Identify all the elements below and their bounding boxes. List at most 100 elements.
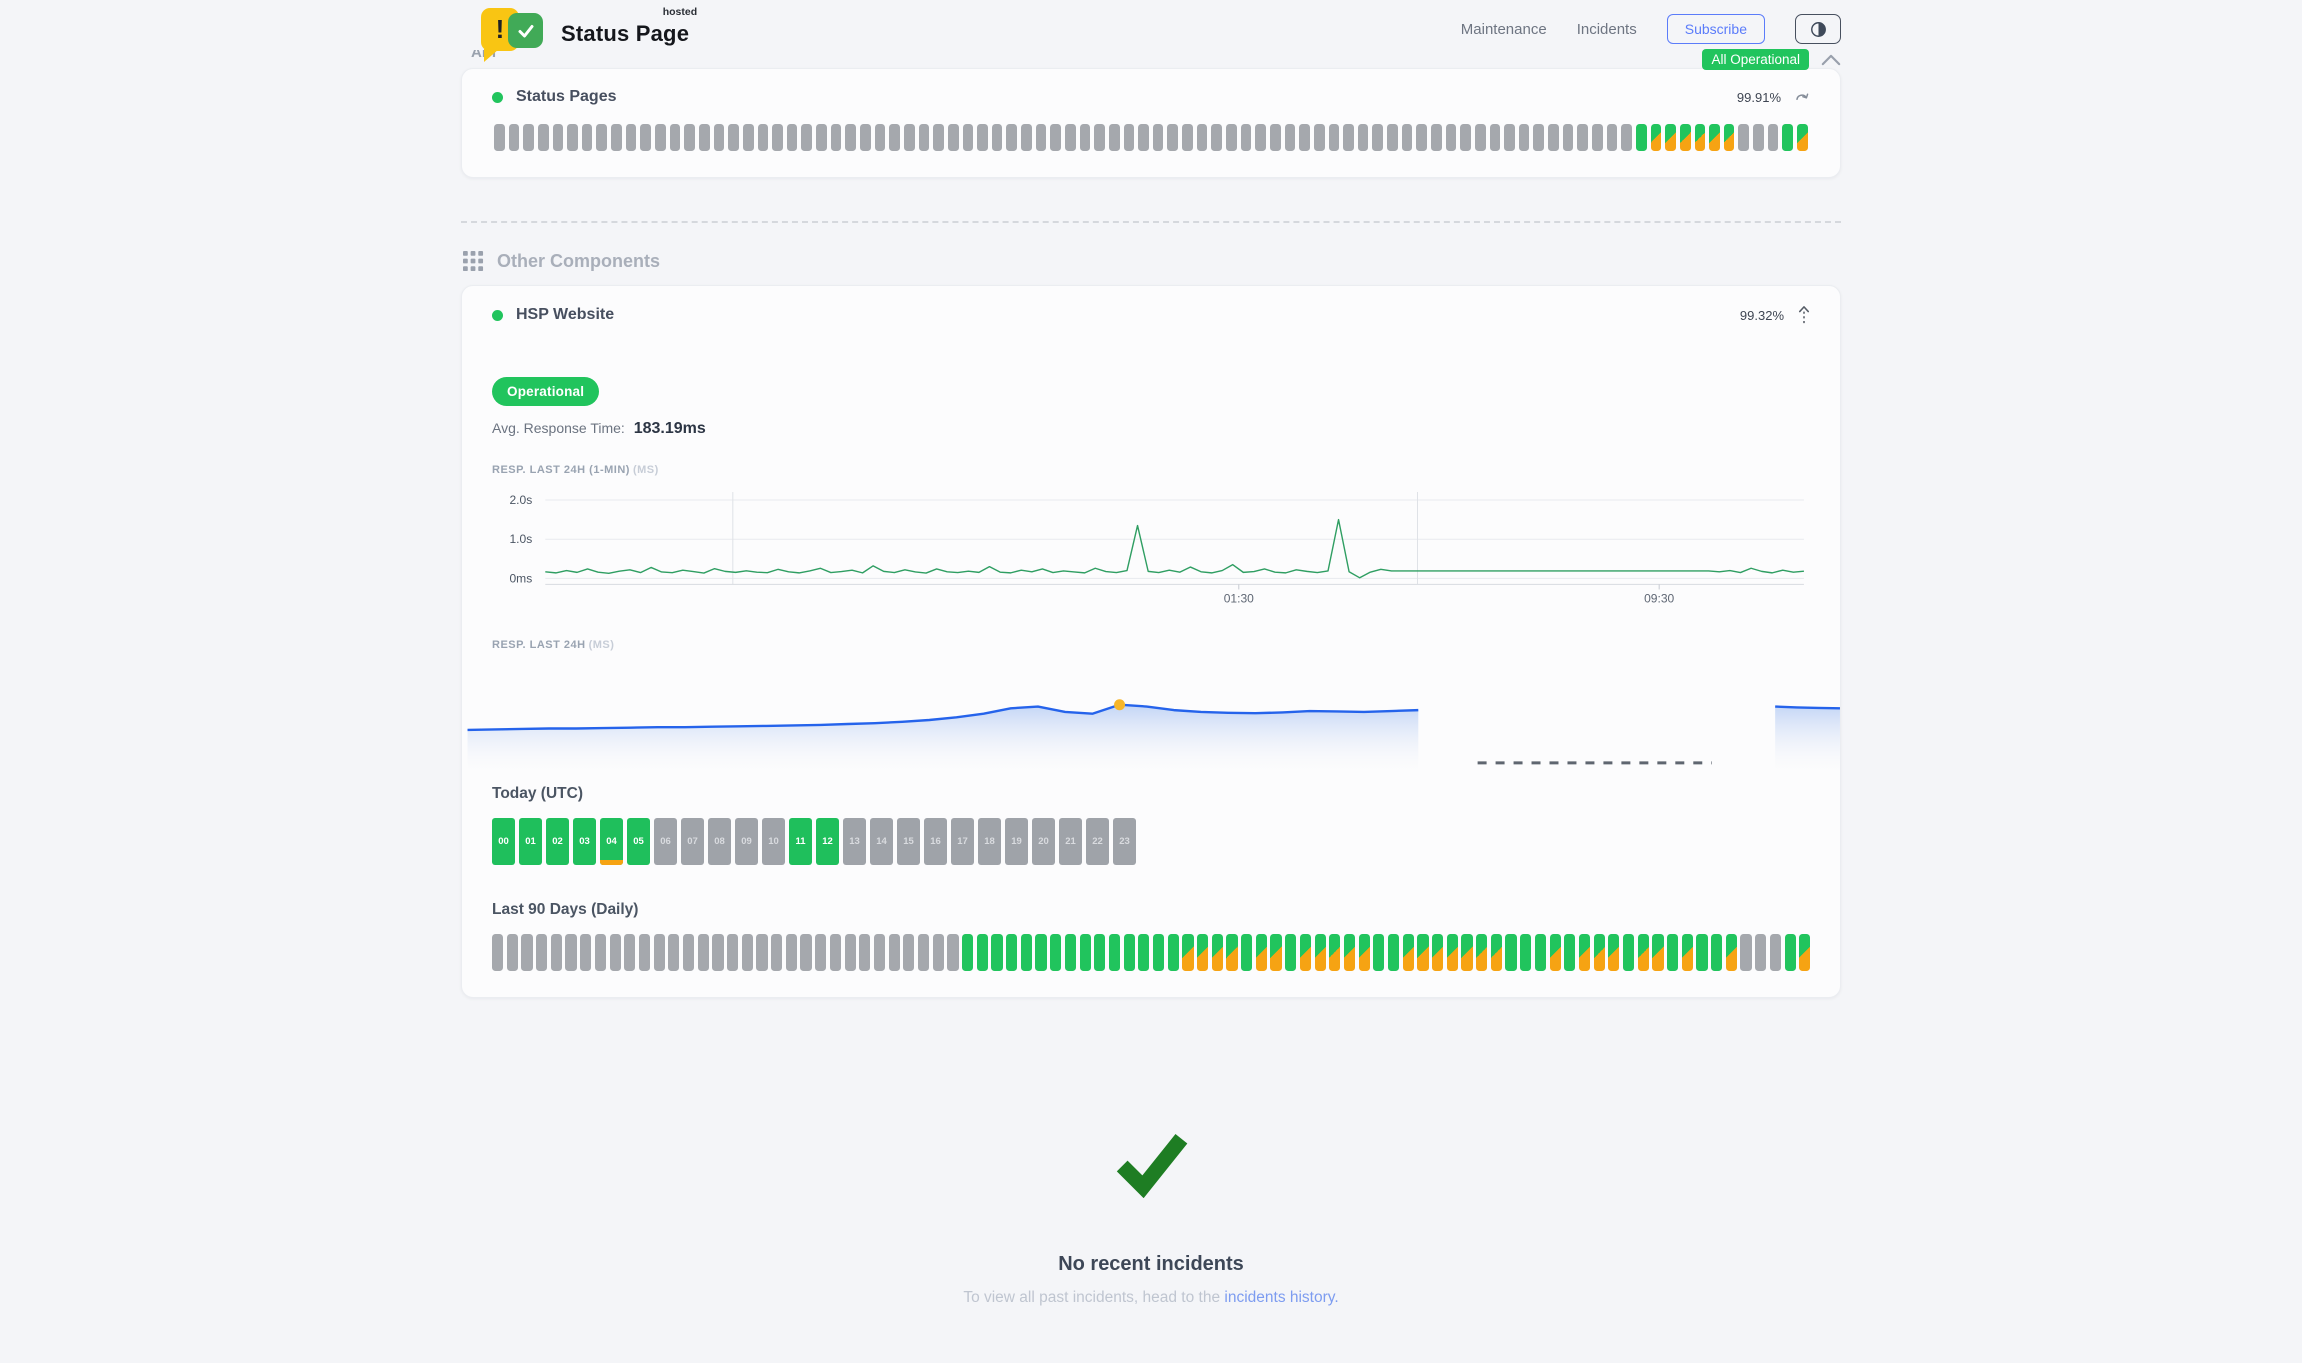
daily-uptime-bar[interactable] [506, 934, 518, 972]
hour-block-21[interactable]: 21 [1059, 818, 1082, 866]
uptime-bar[interactable] [1152, 124, 1164, 151]
hour-block-09[interactable]: 09 [735, 818, 758, 866]
response-line-chart[interactable]: 2.0s 1.0s 0ms 01:30 09:30 [490, 488, 1812, 607]
daily-uptime-bar[interactable] [1637, 934, 1649, 972]
daily-uptime-bar[interactable] [1681, 934, 1693, 972]
hour-block-06[interactable]: 06 [654, 818, 677, 866]
uptime-bar[interactable] [977, 124, 988, 151]
uptime-bar[interactable] [596, 124, 608, 151]
uptime-bar[interactable] [1694, 124, 1706, 151]
uptime-bar[interactable] [1357, 124, 1369, 151]
uptime-bar[interactable] [684, 124, 695, 151]
daily-uptime-bar[interactable] [594, 934, 606, 972]
trend-up-icon[interactable] [1798, 305, 1810, 325]
daily-uptime-bar[interactable] [1050, 934, 1062, 972]
daily-uptime-bar[interactable] [1035, 934, 1047, 972]
uptime-bar[interactable] [1562, 124, 1574, 151]
daily-uptime-bar[interactable] [536, 934, 548, 972]
daily-uptime-bar[interactable] [1314, 934, 1326, 972]
uptime-bar[interactable] [1723, 124, 1735, 151]
daily-uptime-bar[interactable] [1226, 934, 1238, 972]
daily-uptime-bar[interactable] [1373, 934, 1385, 972]
daily-uptime-bar[interactable] [1564, 934, 1576, 972]
theme-toggle-button[interactable] [1795, 14, 1841, 44]
uptime-bar[interactable] [1679, 124, 1691, 151]
uptime-bar[interactable] [1782, 124, 1794, 151]
uptime-bar[interactable] [1328, 124, 1340, 151]
daily-uptime-bar[interactable] [550, 934, 562, 972]
uptime-bar[interactable] [1211, 124, 1223, 151]
hour-block-11[interactable]: 11 [789, 818, 812, 866]
hour-block-04[interactable]: 04 [600, 818, 623, 866]
incidents-history-link[interactable]: incidents history. [1224, 1289, 1339, 1307]
hour-block-02[interactable]: 02 [546, 818, 569, 866]
subscribe-button[interactable]: Subscribe [1666, 14, 1765, 44]
daily-uptime-bar[interactable] [932, 934, 944, 972]
uptime-bar[interactable] [1021, 124, 1032, 151]
uptime-bar[interactable] [698, 124, 710, 151]
daily-uptime-bar[interactable] [1755, 934, 1767, 972]
hour-block-05[interactable]: 05 [627, 818, 650, 866]
daily-uptime-bar[interactable] [1432, 934, 1444, 972]
uptime-bar[interactable] [669, 124, 681, 151]
uptime-bar[interactable] [1196, 124, 1208, 151]
hour-block-01[interactable]: 01 [519, 818, 542, 866]
daily-uptime-bar[interactable] [1711, 934, 1723, 972]
uptime-bar[interactable] [1665, 124, 1676, 151]
component-row-status-pages[interactable]: Status Pages 99.91% [462, 69, 1840, 116]
daily-uptime-bar[interactable] [1769, 934, 1781, 972]
uptime-bar[interactable] [772, 124, 783, 151]
daily-uptime-bar[interactable] [638, 934, 651, 972]
daily-uptime-bar[interactable] [829, 934, 841, 972]
brand-logo[interactable]: ! hosted Status Page [481, 6, 697, 62]
chevron-up-icon[interactable] [1821, 54, 1841, 66]
daily-uptime-bar[interactable] [785, 934, 797, 972]
uptime-bar[interactable] [523, 124, 534, 151]
uptime-bar[interactable] [874, 124, 886, 151]
hour-block-20[interactable]: 20 [1032, 818, 1055, 866]
daily-uptime-bar[interactable] [1329, 934, 1341, 972]
uptime-bar[interactable] [1050, 124, 1061, 151]
uptime-bar[interactable] [1753, 124, 1764, 151]
daily-uptime-bar[interactable] [917, 934, 930, 972]
daily-uptime-bar[interactable] [991, 934, 1003, 972]
daily-uptime-bar[interactable] [1622, 934, 1635, 972]
daily-uptime-bar[interactable] [1608, 934, 1620, 972]
uptime-bar[interactable] [947, 124, 959, 151]
hour-block-23[interactable]: 23 [1113, 818, 1136, 866]
daily-uptime-bar[interactable] [1123, 934, 1135, 972]
daily-uptime-bar[interactable] [1505, 934, 1517, 972]
daily-uptime-bar[interactable] [976, 934, 988, 972]
uptime-bar[interactable] [830, 124, 842, 151]
uptime-bar[interactable] [1284, 124, 1296, 151]
hour-block-14[interactable]: 14 [870, 818, 893, 866]
daily-uptime-bar[interactable] [1490, 934, 1502, 972]
daily-uptime-bar[interactable] [1197, 934, 1209, 972]
daily-uptime-bar[interactable] [492, 934, 504, 972]
hour-block-08[interactable]: 08 [708, 818, 731, 866]
daily-uptime-bar[interactable] [1006, 934, 1018, 972]
daily-uptime-bar[interactable] [1549, 934, 1561, 972]
daily-uptime-bar[interactable] [888, 934, 900, 972]
uptime-bar[interactable] [1240, 124, 1252, 151]
daily-uptime-bar[interactable] [1152, 934, 1165, 972]
daily-uptime-bar[interactable] [1270, 934, 1282, 972]
uptime-bar[interactable] [1767, 124, 1779, 151]
uptime-bar[interactable] [1504, 124, 1515, 151]
daily-uptime-bar[interactable] [1358, 934, 1370, 972]
daily-uptime-bar[interactable] [1417, 934, 1429, 972]
highlight-marker-dot[interactable] [1114, 698, 1126, 710]
uptime-bar[interactable] [1416, 124, 1427, 151]
response-area-chart[interactable] [462, 655, 1840, 780]
nav-incidents[interactable]: Incidents [1576, 20, 1637, 38]
uptime-bar[interactable] [1650, 124, 1662, 151]
uptime-bar[interactable] [625, 124, 637, 151]
daily-uptime-bar[interactable] [697, 934, 709, 972]
hour-block-13[interactable]: 13 [843, 818, 866, 866]
uptime-bar[interactable] [742, 124, 754, 151]
daily-uptime-bar[interactable] [1593, 934, 1605, 972]
daily-uptime-bar[interactable] [756, 934, 768, 972]
uptime-bar[interactable] [1064, 124, 1076, 151]
uptime-bar[interactable] [1533, 124, 1545, 151]
uptime-bar[interactable] [494, 124, 505, 151]
